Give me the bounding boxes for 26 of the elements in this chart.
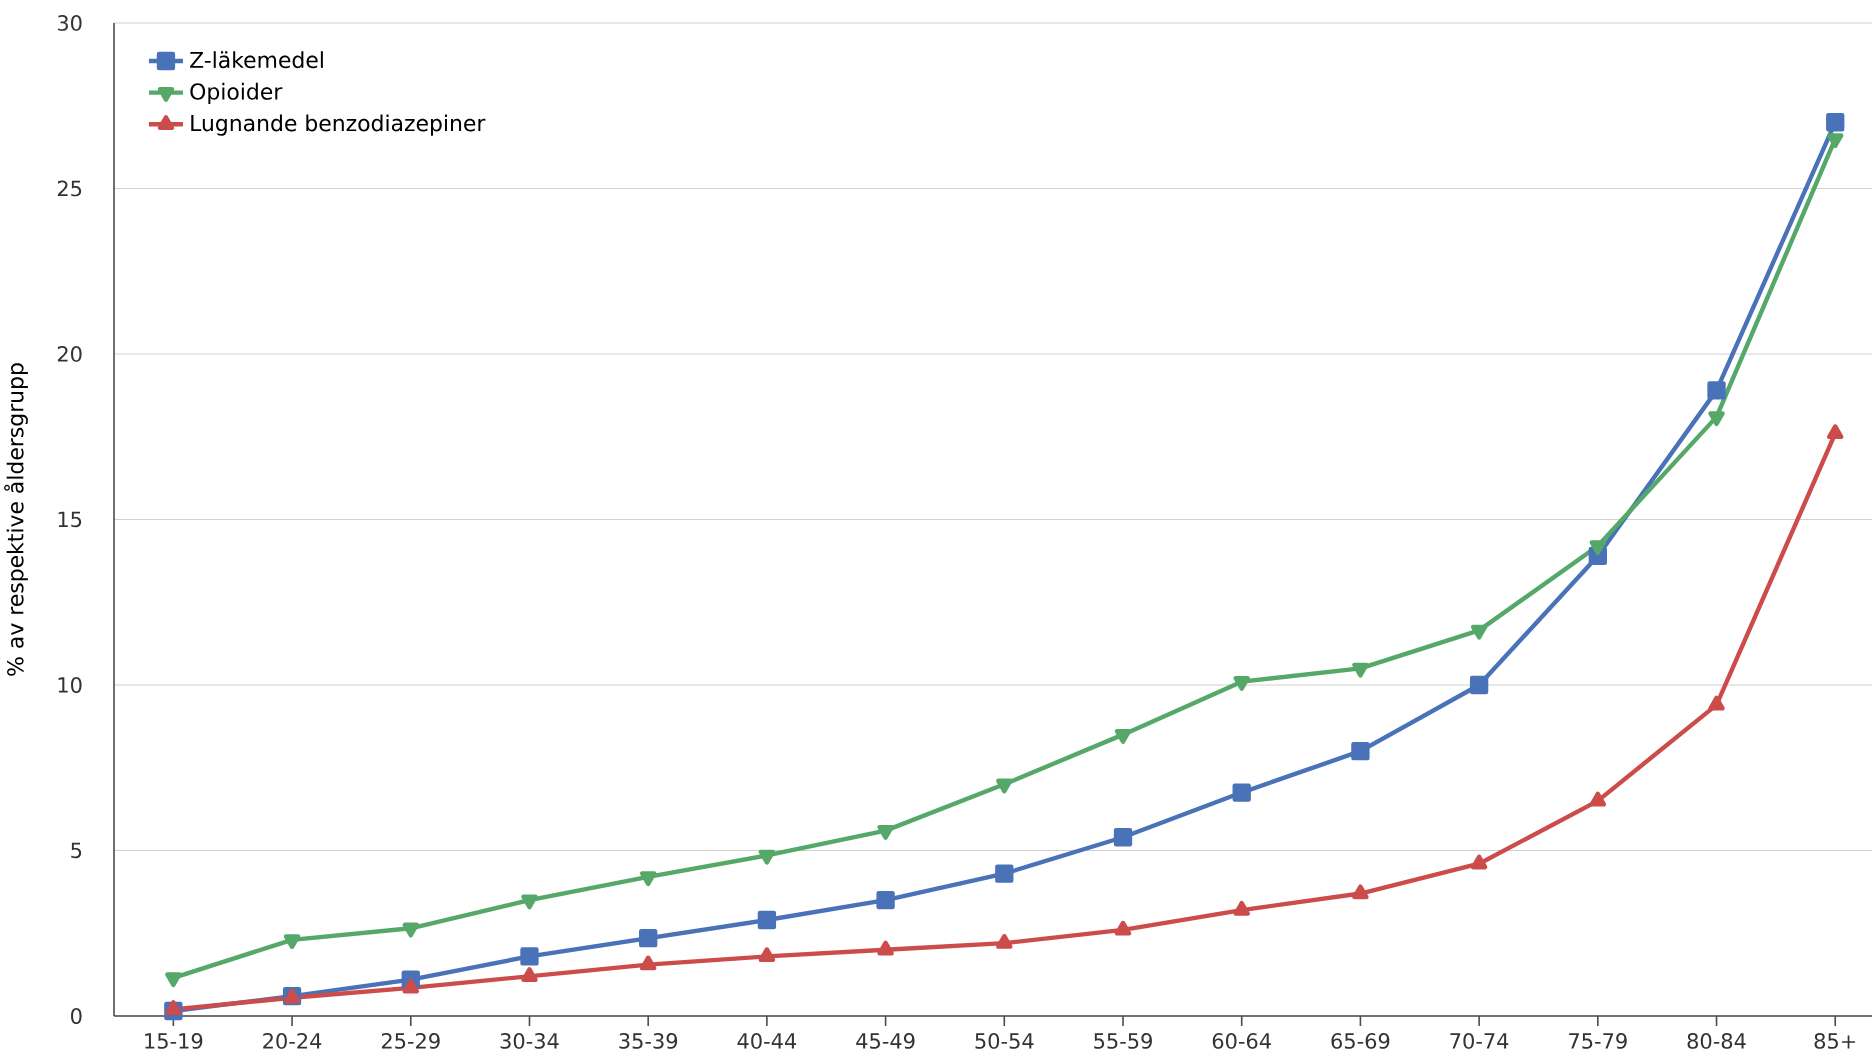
x-tick-label: 65-69 (1331, 1033, 1390, 1049)
x-tick-label: 45-49 (856, 1033, 915, 1049)
x-tick-label: 70-74 (1450, 1033, 1509, 1049)
y-tick-label: 10 (58, 677, 82, 693)
x-tick-label: 15-19 (145, 1033, 203, 1049)
x-tick-label: 80-84 (1687, 1033, 1746, 1049)
x-tick-label: 35-39 (619, 1033, 678, 1049)
x-tick-label: 30-34 (500, 1033, 559, 1049)
y-tick-label: 25 (57, 180, 82, 197)
legend-label: Lugnande benzodiazepiner (191, 114, 486, 136)
y-tick-label: 5 (71, 842, 82, 859)
legend-label: Opioider (190, 82, 283, 105)
x-tick-label: 85+ (1814, 1033, 1856, 1049)
x-tick-label: 25-29 (381, 1033, 440, 1049)
y-tick-label: 15 (58, 511, 82, 528)
x-tick-label: 20-24 (263, 1033, 322, 1049)
y-tick-label: 30 (57, 15, 82, 31)
y-tick-label: 20 (57, 346, 82, 362)
x-tick-label: 40-44 (737, 1033, 797, 1049)
legend-label: Z-läkemedel (190, 51, 323, 69)
y-axis-title: % av respektive åldersgrupp (4, 363, 28, 676)
x-tick-label: 50-54 (975, 1033, 1034, 1049)
x-tick-label: 55-59 (1094, 1033, 1152, 1049)
x-tick-label: 60-64 (1212, 1033, 1271, 1049)
x-tick-label: 75-79 (1569, 1033, 1627, 1049)
y-tick-label: 0 (71, 1008, 82, 1024)
